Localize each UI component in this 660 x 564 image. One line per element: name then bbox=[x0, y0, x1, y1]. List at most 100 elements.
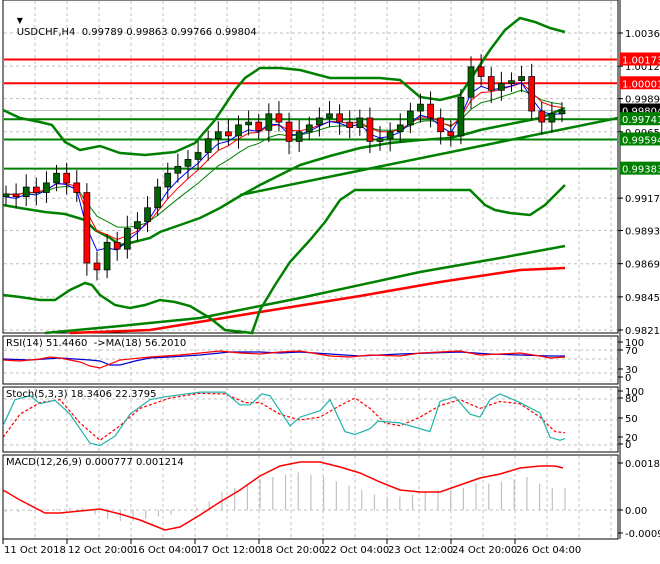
bull-candle bbox=[548, 113, 556, 123]
resistance-price-label: 1.00173 bbox=[622, 56, 660, 67]
stoch-scale-label: 100 bbox=[625, 387, 644, 398]
price-axis[interactable]: 1.003651.001250.998900.996500.991700.989… bbox=[618, 0, 660, 540]
time-label: 24 Oct 20:00 bbox=[452, 545, 517, 556]
bear-candle bbox=[32, 186, 40, 193]
bull-candle bbox=[518, 76, 525, 82]
bear-candle bbox=[63, 172, 71, 184]
time-label: 16 Oct 04:00 bbox=[132, 545, 197, 556]
price-tick-label: 0.98215 bbox=[625, 326, 660, 337]
bull-candle bbox=[508, 80, 515, 84]
bollinger-lower bbox=[2, 184, 566, 335]
resistance-price-tag bbox=[620, 76, 660, 90]
time-label: 11 Oct 2018 bbox=[4, 545, 66, 556]
rsi-series bbox=[2, 350, 566, 369]
bull-candle bbox=[316, 117, 323, 126]
stoch-series bbox=[2, 391, 566, 447]
bull-candle bbox=[184, 159, 192, 167]
bear-candle bbox=[285, 121, 293, 142]
ma-slow-line bbox=[5, 89, 563, 228]
bull-candle bbox=[396, 124, 404, 133]
bull-candle bbox=[2, 193, 10, 198]
bull-candle bbox=[164, 172, 172, 188]
price-tick-label: 1.00365 bbox=[625, 29, 660, 40]
resistance-price-tag bbox=[620, 52, 660, 66]
macd-scale-label: 0.00 bbox=[625, 506, 647, 517]
chart-header: ▼ USDCHF,H4 0.99789 0.99863 0.99766 0.99… bbox=[4, 3, 257, 51]
bull-candle bbox=[194, 152, 202, 160]
stoch-title: Stoch(5,3,3) 18.3406 22.3795 bbox=[6, 389, 157, 400]
rsi-title: RSI(14) 51.4460 ->MA(18) 56.2010 bbox=[6, 338, 187, 349]
resistance-price-label: 1.00001 bbox=[622, 79, 660, 90]
ma-mid-line bbox=[5, 82, 563, 241]
bollinger-upper bbox=[2, 16, 566, 157]
rsi-scale-label: 0 bbox=[625, 373, 631, 384]
bull-candle bbox=[204, 138, 212, 153]
support-price-tag bbox=[620, 132, 660, 146]
bear-candle bbox=[528, 76, 536, 112]
rsi-scale-label: 100 bbox=[625, 338, 644, 349]
candlesticks bbox=[2, 54, 566, 281]
rsi-scale-label: 30 bbox=[625, 365, 638, 376]
long-ma-green bbox=[44, 244, 566, 335]
time-label: 17 Oct 12:00 bbox=[196, 545, 261, 556]
stoch-scale-label: 50 bbox=[625, 414, 638, 425]
bear-candle bbox=[487, 76, 495, 91]
bull-candle bbox=[497, 83, 505, 91]
bear-candle bbox=[538, 110, 546, 123]
bull-candle bbox=[467, 66, 475, 98]
bull-candle bbox=[265, 113, 273, 131]
macd-title: MACD(12,26,9) 0.000777 0.001214 bbox=[6, 457, 184, 468]
time-label: 22 Oct 04:00 bbox=[324, 545, 389, 556]
rsi-line bbox=[2, 350, 566, 369]
dropdown-triangle-icon[interactable]: ▼ bbox=[16, 16, 23, 25]
main-chart-series bbox=[2, 16, 619, 335]
bollinger-middle bbox=[2, 106, 566, 247]
bear-candle bbox=[275, 113, 283, 123]
bull-candle bbox=[326, 113, 333, 119]
symbol-ohlc-text: USDCHF,H4 0.99789 0.99863 0.99766 0.9980… bbox=[16, 27, 257, 38]
bear-candle bbox=[113, 241, 121, 250]
macd-scale-label: 0.001813 bbox=[625, 459, 660, 470]
bull-candle bbox=[174, 165, 182, 174]
bull-candle bbox=[134, 221, 141, 229]
bear-candle bbox=[255, 121, 263, 131]
bear-candle bbox=[346, 121, 354, 128]
bear-candle bbox=[437, 117, 445, 133]
bull-candle bbox=[123, 228, 131, 250]
time-label: 23 Oct 12:00 bbox=[388, 545, 453, 556]
price-tick-label: 0.98695 bbox=[625, 260, 660, 271]
rsi-ma-line bbox=[2, 351, 565, 366]
bear-candle bbox=[427, 103, 434, 119]
macd-series bbox=[2, 461, 566, 531]
trendline bbox=[239, 116, 619, 197]
bear-candle bbox=[336, 113, 343, 123]
stoch-scale-label: 0 bbox=[625, 440, 631, 451]
time-label: 12 Oct 20:00 bbox=[68, 545, 133, 556]
long-ma-red bbox=[69, 266, 566, 335]
bull-candle bbox=[386, 131, 394, 140]
stoch-scale-label: 20 bbox=[625, 433, 638, 444]
bear-candle bbox=[366, 117, 374, 142]
bull-candle bbox=[214, 131, 222, 140]
macd-signal-line bbox=[2, 461, 564, 531]
rsi-scale-label: 70 bbox=[625, 346, 638, 357]
bull-candle bbox=[376, 138, 384, 142]
bull-candle bbox=[457, 96, 465, 137]
support-price-tag bbox=[620, 161, 660, 175]
support-price-tag bbox=[620, 112, 660, 126]
bull-candle bbox=[43, 182, 50, 193]
bull-candle bbox=[22, 186, 30, 198]
bear-candle bbox=[447, 131, 455, 137]
macd-scale-label: -0.000908 bbox=[625, 529, 660, 540]
bull-candle bbox=[53, 172, 60, 184]
support-price-label: 0.99594 bbox=[622, 136, 660, 147]
bull-candle bbox=[103, 241, 111, 271]
bear-candle bbox=[73, 182, 81, 193]
support-price-label: 0.99741 bbox=[622, 115, 660, 126]
bull-candle bbox=[558, 110, 566, 115]
time-label: 26 Oct 04:00 bbox=[516, 545, 581, 556]
